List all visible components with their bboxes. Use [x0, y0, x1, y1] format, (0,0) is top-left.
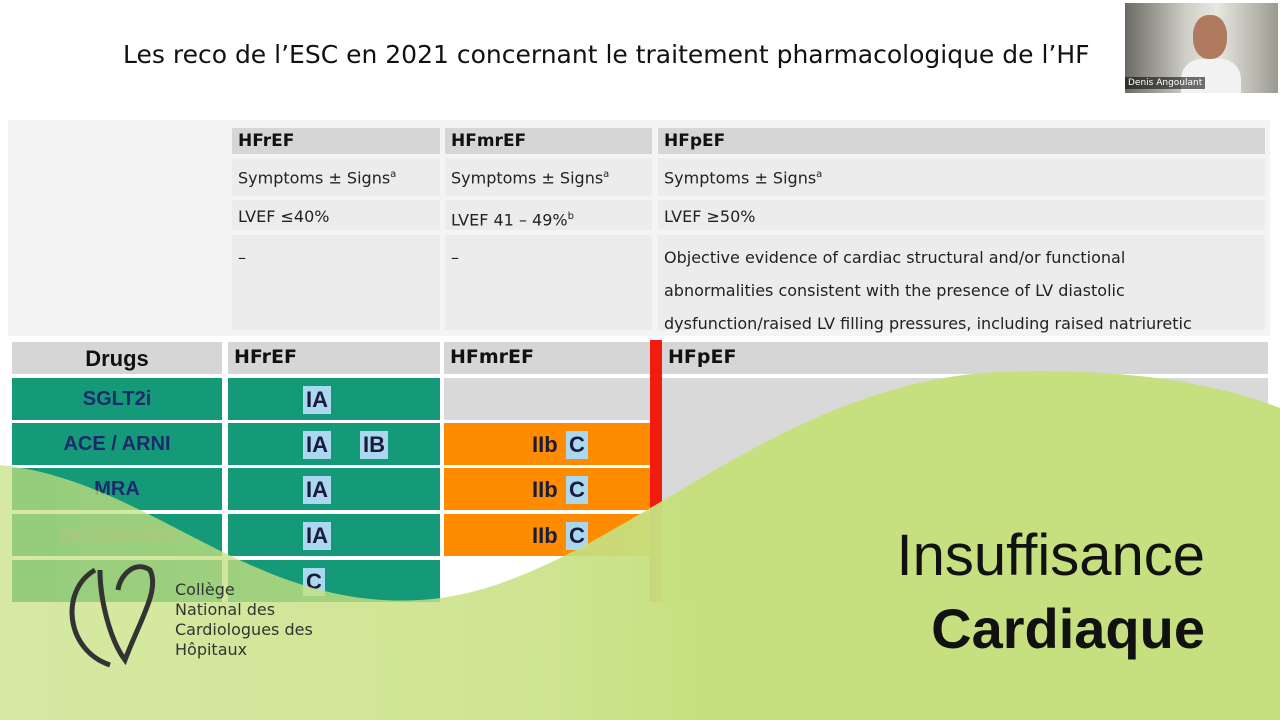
recommendation-class: IA: [303, 386, 331, 414]
slide-title: Les reco de l’ESC en 2021 concernant le …: [123, 40, 1090, 69]
cell-text: Symptoms ± Signs: [238, 168, 391, 188]
logo-heart: [69, 564, 156, 668]
recommendation-class: IA: [303, 431, 331, 459]
webcam-name: Denis Angoulant: [1125, 77, 1206, 89]
table-cell: Symptoms ± Signsa: [445, 158, 652, 196]
evidence-level: C: [566, 522, 588, 550]
table-cell: –: [445, 235, 652, 330]
webcam: Denis Angoulant: [1125, 3, 1278, 93]
table-cell: Symptoms ± Signsa: [658, 158, 1265, 196]
recommendation-class: IIb: [532, 523, 558, 548]
hfref-cell: IA IB: [228, 423, 440, 465]
recommendation-class: IB: [360, 431, 388, 459]
hfmref-cell: [444, 378, 650, 420]
drug-cell: ACE / ARNI: [12, 423, 222, 465]
cell-text: –: [238, 248, 246, 267]
footnote-mark: a: [816, 169, 823, 180]
footnote-mark: b: [567, 211, 574, 222]
logo-text: Collège National des Cardiologues des Hôpit…: [175, 580, 313, 660]
recommendation-class: IA: [303, 476, 331, 504]
cell-line: abnormalities consistent with the presen…: [664, 281, 1125, 300]
column-header: HFmrEF: [444, 342, 650, 374]
recommendation-class: IA: [303, 522, 331, 550]
table-cell: LVEF ≥50%: [658, 200, 1265, 230]
table-cell: LVEF ≤40%: [232, 200, 440, 230]
hfref-cell: IA: [228, 514, 440, 556]
evidence-level: C: [566, 431, 588, 459]
cell-text: Symptoms ± Signs: [664, 168, 817, 188]
evidence-level: C: [566, 476, 588, 504]
column-header: Drugs: [12, 342, 222, 374]
hfmref-cell: IIb C: [444, 468, 650, 510]
footnote-mark: a: [390, 169, 397, 180]
overlay-line2: Cardiaque: [931, 597, 1205, 660]
hfref-cell: IA: [228, 378, 440, 420]
cell-line: Objective evidence of cardiac structural…: [664, 248, 1126, 267]
footnote-mark: a: [603, 169, 610, 180]
green-wave: [0, 371, 1280, 720]
column-header: HFrEF: [232, 128, 440, 154]
drug-cell: SGLT2i: [12, 378, 222, 420]
column-header: HFpEF: [662, 342, 1268, 374]
column-header: HFpEF: [658, 128, 1265, 154]
column-header: HFrEF: [228, 342, 440, 374]
cell-text: LVEF ≥50%: [664, 207, 756, 226]
column-header: HFmrEF: [445, 128, 652, 154]
hfref-cell: IA: [228, 468, 440, 510]
cell-text: LVEF ≤40%: [238, 207, 330, 226]
overlay-line1: Insuffisance: [896, 523, 1205, 588]
cell-text: –: [451, 248, 459, 267]
table-cell: –: [232, 235, 440, 330]
logo-line: Cardiologues des: [175, 620, 313, 639]
hfmref-cell: IIb C: [444, 423, 650, 465]
recommendation-class: IIb: [532, 432, 558, 457]
table-cell: Objective evidence of cardiac structural…: [658, 235, 1265, 369]
logo-line: National des: [175, 600, 276, 619]
recommendation-class: IIb: [532, 477, 558, 502]
webcam-face: [1193, 15, 1227, 59]
cell-text: Symptoms ± Signs: [451, 168, 604, 188]
table-cell: LVEF 41 – 49%b: [445, 200, 652, 230]
cell-text: LVEF 41 – 49%: [451, 210, 568, 230]
logo-line: Collège: [175, 580, 235, 599]
logo-line: Hôpitaux: [175, 640, 248, 659]
table-cell: Symptoms ± Signsa: [232, 158, 440, 196]
